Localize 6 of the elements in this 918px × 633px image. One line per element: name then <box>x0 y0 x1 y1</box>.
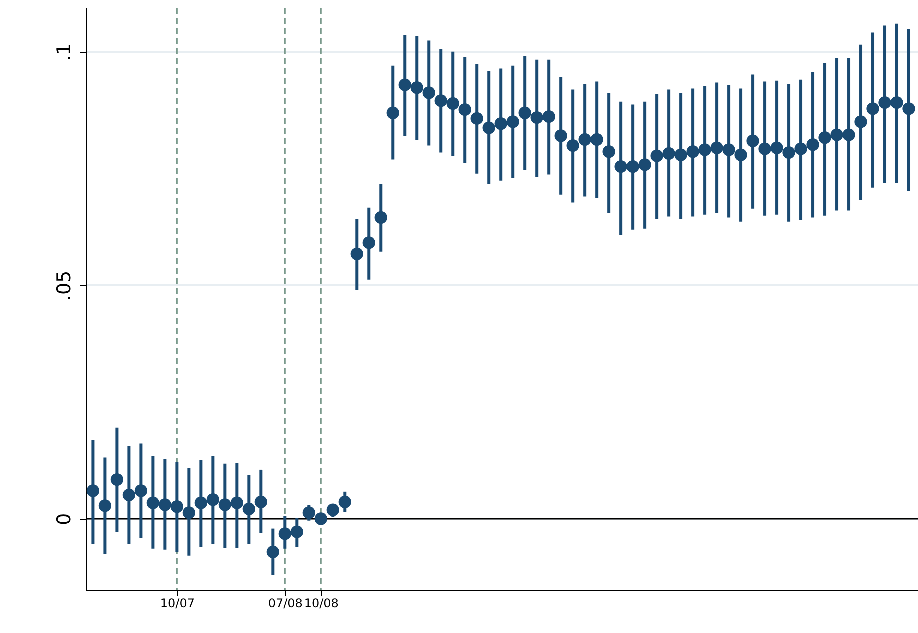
x-tick-label: 07/08 <box>268 596 303 610</box>
y-tick-label: 0 <box>54 513 76 526</box>
x-tick-label: 10/07 <box>160 596 195 610</box>
x-tick-label: 10/08 <box>304 596 339 610</box>
y-tick-label: .05 <box>54 270 76 302</box>
y-tick-label: .1 <box>54 43 76 62</box>
